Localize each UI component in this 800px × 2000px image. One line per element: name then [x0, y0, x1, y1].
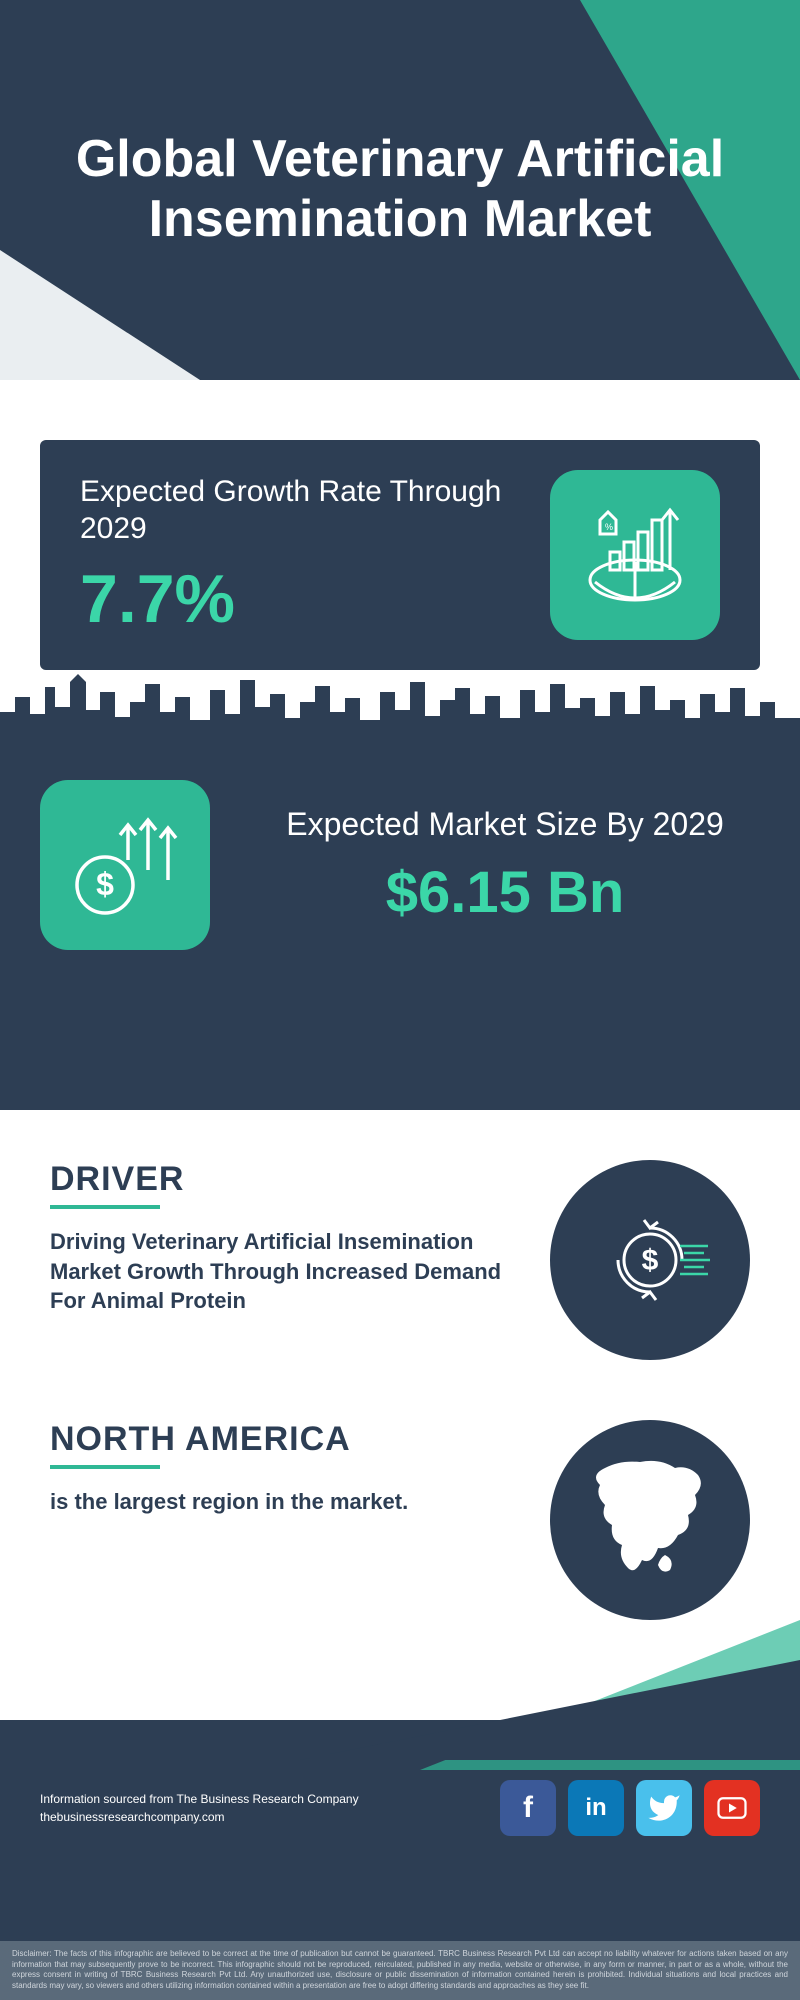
region-text: NORTH AMERICA is the largest region in t…: [50, 1420, 520, 1517]
header-banner: Global Veterinary Artificial Inseminatio…: [0, 0, 800, 380]
region-heading: NORTH AMERICA: [50, 1420, 520, 1459]
region-description: is the largest region in the market.: [50, 1487, 520, 1517]
svg-text:$: $: [96, 866, 114, 902]
info-section: DRIVER Driving Veterinary Artificial Ins…: [0, 1110, 800, 1700]
growth-chart-icon: %: [550, 470, 720, 640]
footer-content: Information sourced from The Business Re…: [0, 1720, 800, 1846]
disclaimer-text: Disclaimer: The facts of this infographi…: [0, 1941, 800, 2000]
linkedin-icon[interactable]: in: [568, 1780, 624, 1836]
heading-underline: [50, 1205, 160, 1209]
source-line-1: Information sourced from The Business Re…: [40, 1790, 359, 1808]
market-text-block: Expected Market Size By 2029 $6.15 Bn: [250, 804, 760, 927]
growth-label: Expected Growth Rate Through 2029: [80, 473, 550, 548]
market-size-content: $ Expected Market Size By 2029 $6.15 Bn: [0, 730, 800, 1000]
dollar-cycle-icon: $: [550, 1160, 750, 1360]
driver-heading: DRIVER: [50, 1160, 520, 1199]
social-links: f in: [500, 1780, 760, 1836]
driver-row: DRIVER Driving Veterinary Artificial Ins…: [50, 1160, 750, 1360]
region-row: NORTH AMERICA is the largest region in t…: [50, 1420, 750, 1620]
market-size-value: $6.15 Bn: [250, 859, 760, 926]
growth-text-block: Expected Growth Rate Through 2029 7.7%: [80, 473, 550, 638]
market-size-label: Expected Market Size By 2029: [250, 804, 760, 846]
header-corner-triangle: [0, 250, 200, 380]
driver-description: Driving Veterinary Artificial Inseminati…: [50, 1227, 520, 1316]
dollar-growth-icon: $: [40, 780, 210, 950]
svg-text:$: $: [642, 1244, 659, 1277]
heading-underline: [50, 1465, 160, 1469]
twitter-icon[interactable]: [636, 1780, 692, 1836]
source-line-2: thebusinessresearchcompany.com: [40, 1808, 359, 1826]
footer: Information sourced from The Business Re…: [0, 1720, 800, 2000]
growth-rate-card: Expected Growth Rate Through 2029 7.7% %: [40, 440, 760, 670]
svg-text:%: %: [605, 522, 613, 532]
spacer: [0, 380, 800, 440]
growth-value: 7.7%: [80, 560, 550, 638]
north-america-map-icon: [550, 1420, 750, 1620]
youtube-icon[interactable]: [704, 1780, 760, 1836]
driver-text: DRIVER Driving Veterinary Artificial Ins…: [50, 1160, 520, 1316]
skyline-silhouette-icon: [0, 672, 800, 730]
facebook-icon[interactable]: f: [500, 1780, 556, 1836]
market-size-section: $ Expected Market Size By 2029 $6.15 Bn: [0, 730, 800, 1110]
page-title: Global Veterinary Artificial Inseminatio…: [0, 130, 800, 250]
source-attribution: Information sourced from The Business Re…: [40, 1790, 359, 1826]
